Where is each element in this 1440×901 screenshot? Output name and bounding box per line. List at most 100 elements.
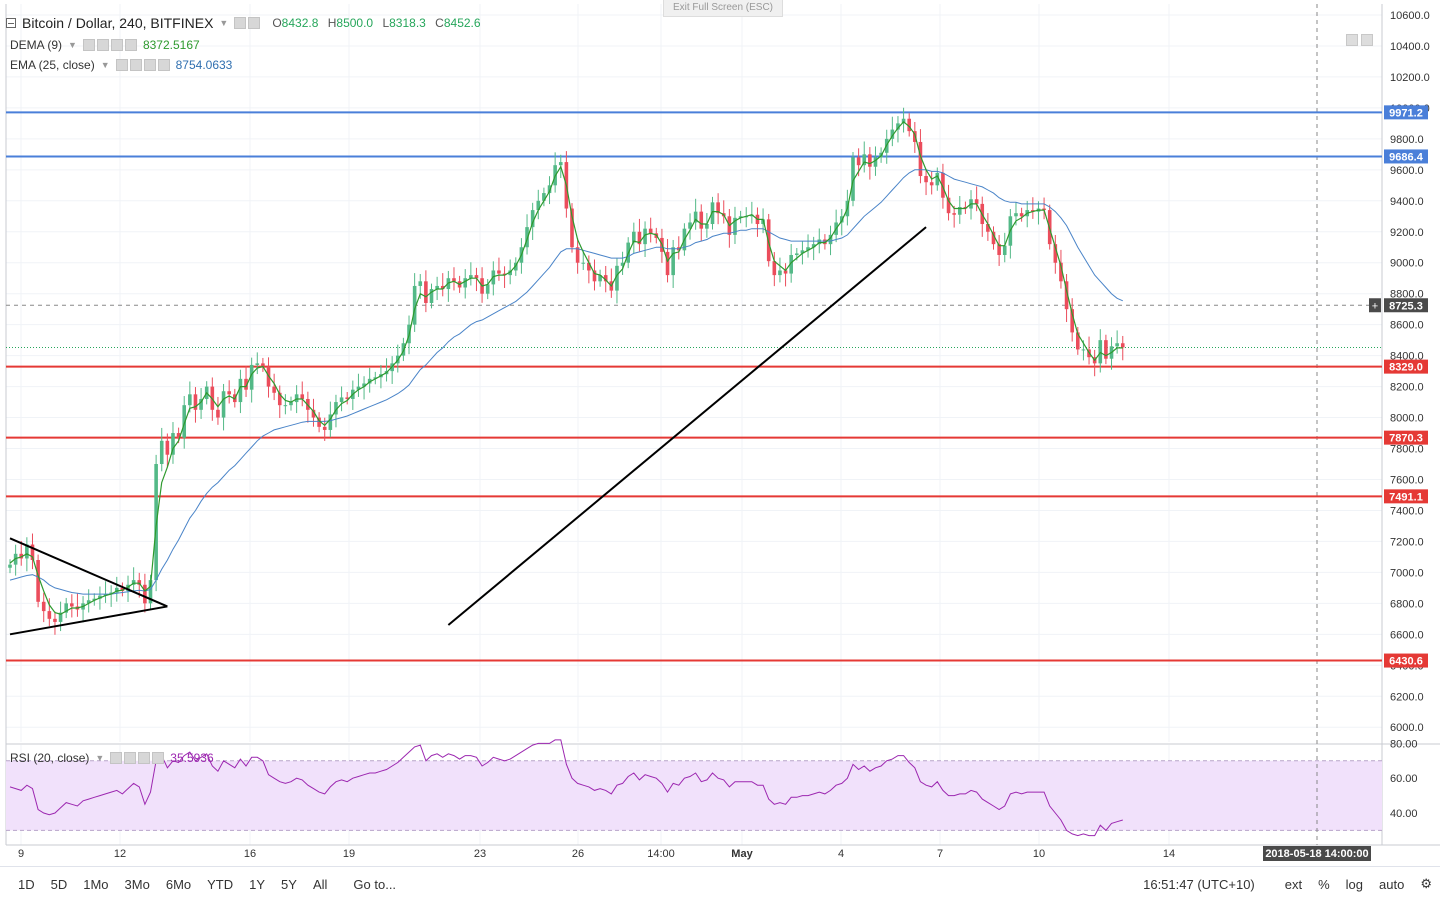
gear-icon[interactable]: ⚙ xyxy=(1420,876,1432,891)
candle-body xyxy=(699,211,704,229)
candle-body xyxy=(199,398,203,410)
clock-timezone[interactable]: 16:51:47 (UTC+10) xyxy=(1143,876,1255,892)
eye-icon[interactable] xyxy=(110,752,123,764)
candle-body xyxy=(1120,343,1125,348)
timeframe-1y[interactable]: 1Y xyxy=(249,876,266,892)
candle-body xyxy=(58,612,63,622)
candle-body xyxy=(935,172,940,186)
gear-icon[interactable] xyxy=(129,59,142,71)
candle-body xyxy=(620,262,625,266)
eye-icon[interactable] xyxy=(234,17,247,29)
candle-body xyxy=(918,141,923,177)
dema-buttons[interactable] xyxy=(82,39,137,51)
candle-body xyxy=(1070,309,1074,333)
candle-body xyxy=(817,239,822,245)
timeframe-6mo[interactable]: 6Mo xyxy=(165,876,192,892)
candle-body xyxy=(109,592,113,595)
candle-body xyxy=(131,580,136,585)
candle-body xyxy=(137,580,142,585)
candle-body xyxy=(311,409,316,418)
candle-body xyxy=(530,210,535,228)
level-label: 9971.2 xyxy=(1389,107,1423,119)
timeframe-3mo[interactable]: 3Mo xyxy=(124,876,150,892)
collapse-icon[interactable] xyxy=(6,18,16,28)
rsi-label[interactable]: RSI (20, close) xyxy=(10,751,90,765)
candle-body xyxy=(64,603,68,613)
candle-body xyxy=(632,231,636,243)
arrow-up-icon[interactable] xyxy=(1346,34,1358,46)
candle-body xyxy=(1031,210,1035,212)
level-label: 9686.4 xyxy=(1389,151,1424,163)
gear-icon[interactable] xyxy=(124,752,137,764)
timeframe-buttons: 1D 5D 1Mo 3Mo 6Mo YTD 1Y 5Y All xyxy=(10,877,335,892)
candle-body xyxy=(795,253,799,255)
ema-label[interactable]: EMA (25, close) xyxy=(10,58,95,72)
plus-icon[interactable] xyxy=(143,59,156,71)
price-tick-label: 9400.0 xyxy=(1390,196,1424,208)
chevron-down-icon[interactable]: ▼ xyxy=(68,40,77,50)
timeframe-1d[interactable]: 1D xyxy=(18,876,35,892)
eye-icon[interactable] xyxy=(82,39,95,51)
candle-body xyxy=(412,285,417,325)
candle-body xyxy=(997,244,1001,255)
candle-body xyxy=(165,440,170,455)
price-tick-label: 10600.0 xyxy=(1390,10,1430,22)
price-tick-label: 10200.0 xyxy=(1390,72,1430,84)
chevron-down-icon[interactable]: ▼ xyxy=(95,753,105,763)
chevron-down-icon[interactable]: ▼ xyxy=(100,60,110,70)
candle-body xyxy=(615,265,619,291)
scale-buttons[interactable] xyxy=(1346,34,1373,46)
candle-body xyxy=(693,211,698,223)
rsi-buttons[interactable] xyxy=(110,752,165,764)
close-icon[interactable] xyxy=(152,752,165,764)
timeframe-all[interactable]: All xyxy=(312,876,328,892)
candle-body xyxy=(227,391,231,395)
candle-body xyxy=(603,275,608,282)
candle-body xyxy=(1064,281,1069,310)
exit-fullscreen-button[interactable]: Exit Full Screen (ESC) xyxy=(663,0,783,17)
candle-body xyxy=(710,202,715,225)
candle-body xyxy=(362,383,366,387)
open-value: 8432.8 xyxy=(281,16,319,30)
time-tick-label: 7 xyxy=(937,848,943,860)
candle-body xyxy=(575,247,580,263)
candle-body xyxy=(648,228,653,234)
level-label: 7870.3 xyxy=(1389,433,1423,445)
candle-body xyxy=(300,394,305,399)
dema-label[interactable]: DEMA (9) xyxy=(10,38,63,52)
trendline-support xyxy=(447,226,927,626)
gear-icon[interactable] xyxy=(248,17,261,29)
candle-body xyxy=(789,254,793,274)
timeframe-ytd[interactable]: YTD xyxy=(207,876,234,892)
level-label-bg xyxy=(1384,653,1428,668)
candle-body xyxy=(322,426,327,430)
series-settings-buttons[interactable] xyxy=(234,17,261,29)
plus-icon[interactable] xyxy=(138,752,151,764)
percent-toggle[interactable]: % xyxy=(1318,876,1330,892)
time-tick-label: 9 xyxy=(18,848,24,860)
time-tick-label: 26 xyxy=(572,848,584,860)
log-toggle[interactable]: log xyxy=(1345,876,1364,892)
close-icon[interactable] xyxy=(157,59,170,71)
candle-body xyxy=(238,378,243,403)
candle-body xyxy=(862,154,867,166)
scale-controls: 16:51:47 (UTC+10) ext % log auto ⚙ xyxy=(1135,867,1440,901)
arrow-down-icon[interactable] xyxy=(1361,34,1373,46)
auto-toggle[interactable]: auto xyxy=(1379,876,1405,892)
chevron-down-icon[interactable]: ▼ xyxy=(219,18,229,28)
eye-icon[interactable] xyxy=(115,59,128,71)
gear-icon[interactable] xyxy=(96,39,109,51)
ext-toggle[interactable]: ext xyxy=(1284,876,1303,892)
timeframe-5y[interactable]: 5Y xyxy=(281,876,297,892)
symbol-title[interactable]: Bitcoin / Dollar, 240, BITFINEX xyxy=(22,15,214,31)
ema-buttons[interactable] xyxy=(115,59,170,71)
price-tick-label: 6800.0 xyxy=(1390,598,1424,610)
close-icon[interactable] xyxy=(124,39,137,51)
timeframe-1mo[interactable]: 1Mo xyxy=(83,876,109,892)
timeframe-5d[interactable]: 5D xyxy=(50,876,68,892)
goto-button[interactable]: Go to... xyxy=(353,876,397,892)
plus-icon[interactable] xyxy=(110,39,123,51)
level-label: 8329.0 xyxy=(1389,362,1423,374)
candle-body xyxy=(30,544,35,561)
